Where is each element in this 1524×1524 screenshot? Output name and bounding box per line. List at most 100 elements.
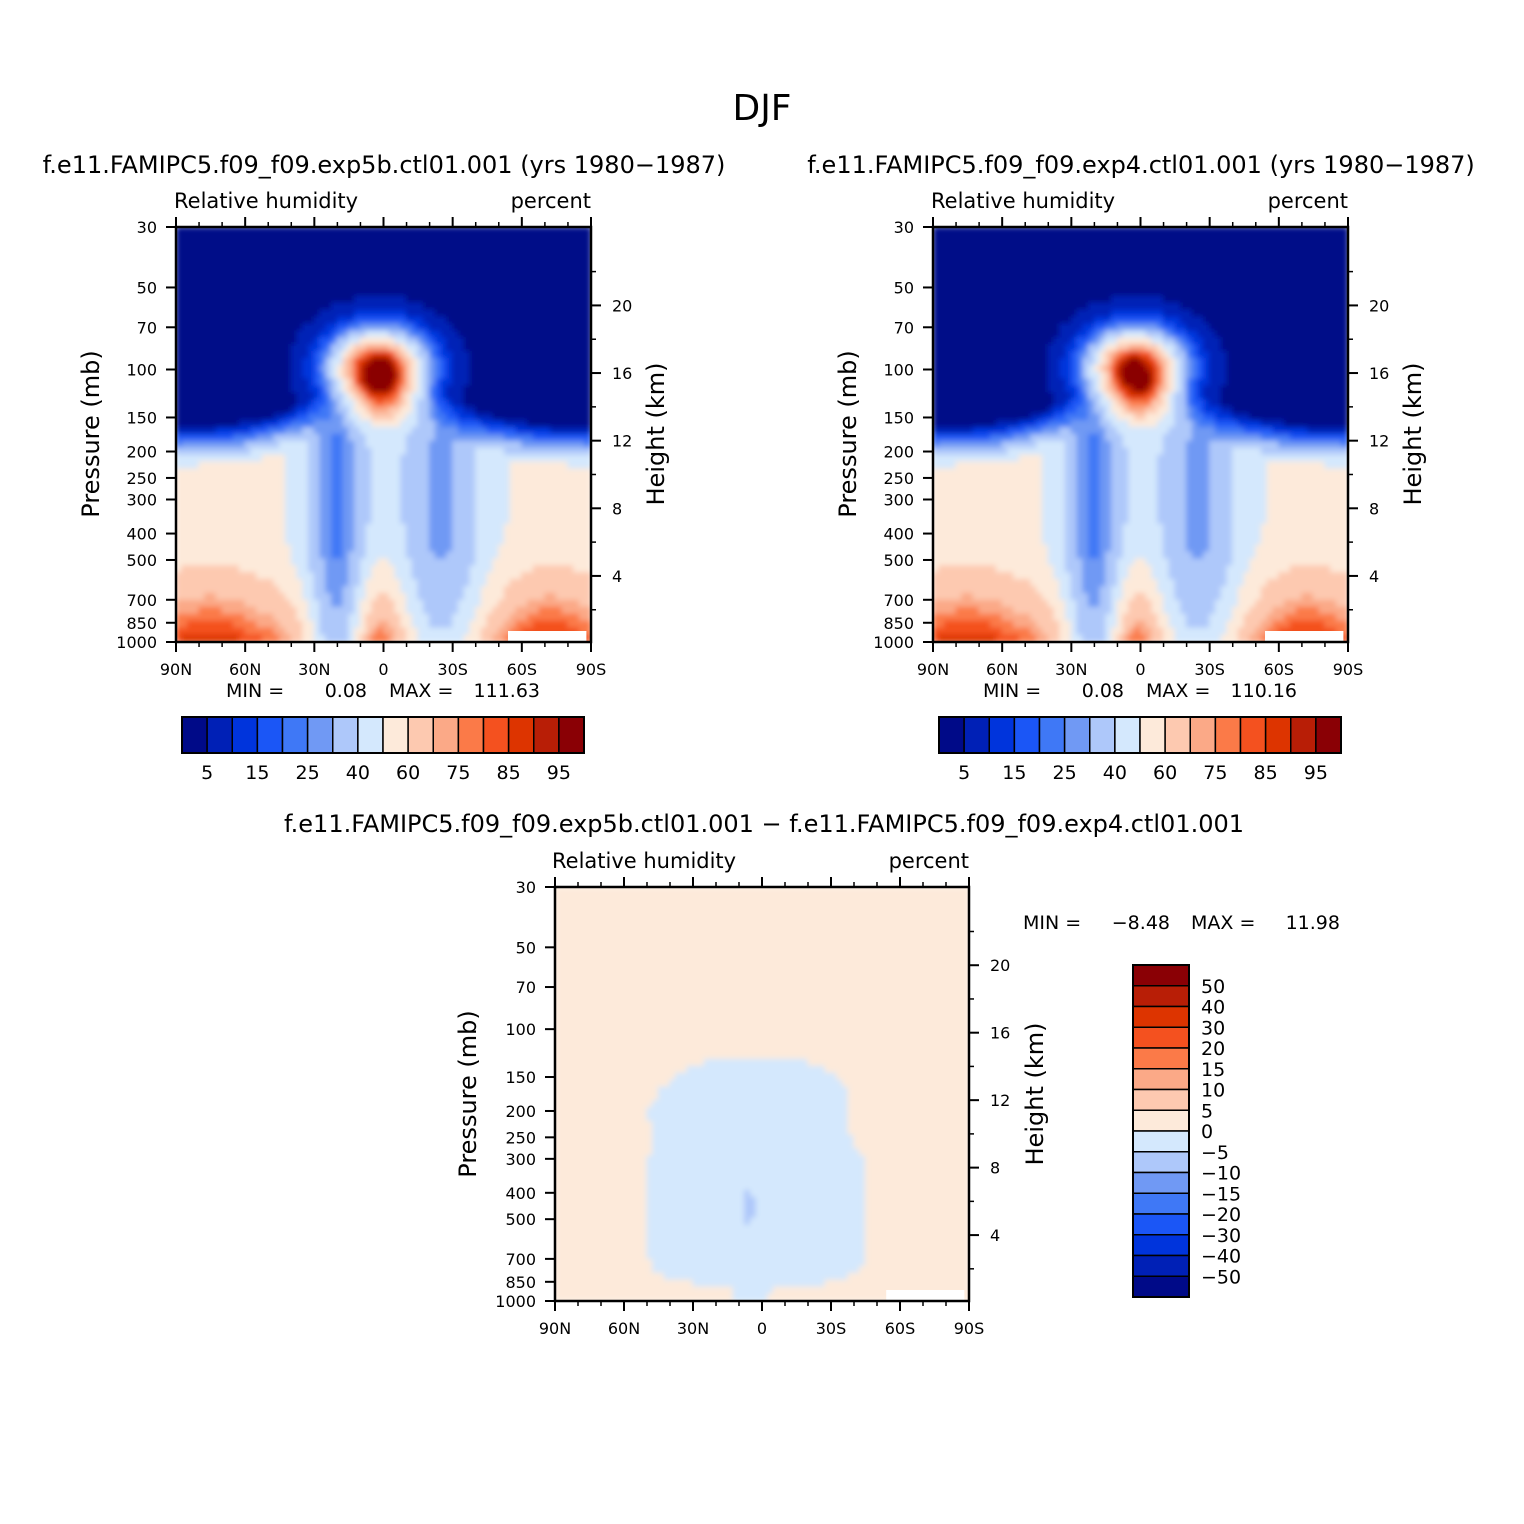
contour-cell: [429, 364, 436, 373]
contour-cell: [521, 371, 529, 380]
contour-cell: [365, 392, 373, 401]
contour-cell: [561, 420, 569, 429]
contour-cell: [417, 447, 425, 456]
contour-cell: [319, 537, 327, 546]
contour-cell: [1128, 233, 1136, 242]
contour-cell: [938, 247, 946, 256]
contour-cell: [238, 254, 246, 263]
contour-cell: [1139, 233, 1147, 242]
contour-cell: [342, 516, 350, 525]
contour-cell: [463, 427, 471, 436]
contour-cell: [1088, 274, 1095, 283]
contour-cell: [584, 593, 591, 602]
contour-cell: [573, 613, 581, 622]
contour-cell: [273, 613, 281, 622]
contour-cell: [238, 627, 246, 636]
contour-cell: [567, 482, 575, 491]
contour-cell: [457, 620, 465, 629]
contour-cell: [302, 406, 310, 415]
contour-cell: [550, 267, 558, 276]
contour-cell: [584, 530, 591, 539]
contour-cell: [365, 516, 373, 525]
contour-cell: [365, 378, 373, 387]
contour-cell: [515, 227, 523, 235]
contour-cell: [192, 233, 200, 242]
contour-cell: [457, 544, 465, 553]
contour-cell: [331, 413, 338, 422]
contour-cell: [578, 537, 586, 546]
contour-cell: [348, 330, 356, 339]
contour-cell: [394, 606, 402, 615]
contour-cell: [290, 371, 298, 380]
contour-cell: [417, 309, 425, 318]
contour-cell: [1197, 247, 1205, 256]
contour-cell: [210, 427, 217, 436]
contour-cell: [331, 489, 338, 498]
contour-cell: [210, 267, 217, 276]
contour-cell: [365, 440, 373, 449]
contour-cell: [1111, 240, 1119, 249]
contour-cell: [348, 433, 356, 442]
contour-cell: [943, 254, 951, 263]
contour-cell: [256, 323, 264, 332]
contour-cell: [204, 406, 212, 415]
contour-cell: [434, 613, 442, 622]
contour-cell: [1059, 247, 1067, 256]
contour-cell: [377, 247, 385, 256]
contour-cell: [578, 274, 586, 283]
contour-cell: [503, 599, 511, 608]
contour-cell: [221, 440, 229, 449]
contour-cell: [480, 496, 488, 505]
contour-cell: [365, 510, 373, 519]
contour-cell: [325, 454, 333, 463]
contour-cell: [1335, 227, 1343, 235]
contour-cell: [429, 433, 436, 442]
contour-cell: [256, 433, 264, 442]
contour-cell: [273, 454, 281, 463]
contour-cell: [250, 489, 258, 498]
contour-cell: [210, 357, 217, 366]
contour-cell: [382, 482, 390, 491]
contour-cell: [313, 274, 321, 283]
contour-cell: [544, 371, 552, 380]
contour-cell: [233, 530, 240, 539]
contour-cell: [1232, 261, 1240, 270]
contour-cell: [198, 385, 206, 394]
contour-cell: [388, 337, 396, 346]
contour-cell: [1030, 240, 1038, 249]
contour-cell: [567, 357, 575, 366]
contour-cell: [440, 627, 448, 636]
contour-cell: [284, 392, 292, 401]
contour-cell: [215, 392, 223, 401]
contour-cell: [578, 330, 586, 339]
contour-cell: [371, 323, 379, 332]
contour-cell: [238, 599, 246, 608]
contour-cell: [509, 516, 517, 525]
contour-cell: [176, 392, 183, 401]
max-value: 111.63: [474, 680, 540, 702]
contour-cell: [423, 227, 431, 235]
contour-cell: [256, 413, 264, 422]
colorbar-box: [382, 716, 409, 754]
contour-cell: [503, 544, 511, 553]
contour-cell: [204, 634, 212, 642]
contour-cell: [365, 227, 373, 235]
contour-cell: [429, 627, 436, 636]
contour-cell: [434, 420, 442, 429]
contour-cell: [290, 634, 298, 642]
contour-cell: [215, 247, 223, 256]
contour-cell: [555, 510, 563, 519]
contour-cell: [244, 586, 252, 595]
contour-cell: [567, 579, 575, 588]
contour-cell: [279, 247, 287, 256]
contour-cell: [273, 357, 281, 366]
contour-cell: [532, 330, 540, 339]
contour-cell: [440, 599, 448, 608]
contour-cell: [573, 344, 581, 353]
contour-cell: [1237, 267, 1245, 276]
contour-cell: [550, 606, 558, 615]
contour-cell: [279, 316, 287, 325]
contour-cell: [227, 475, 235, 484]
contour-cell: [1122, 261, 1130, 270]
contour-cell: [319, 572, 327, 581]
